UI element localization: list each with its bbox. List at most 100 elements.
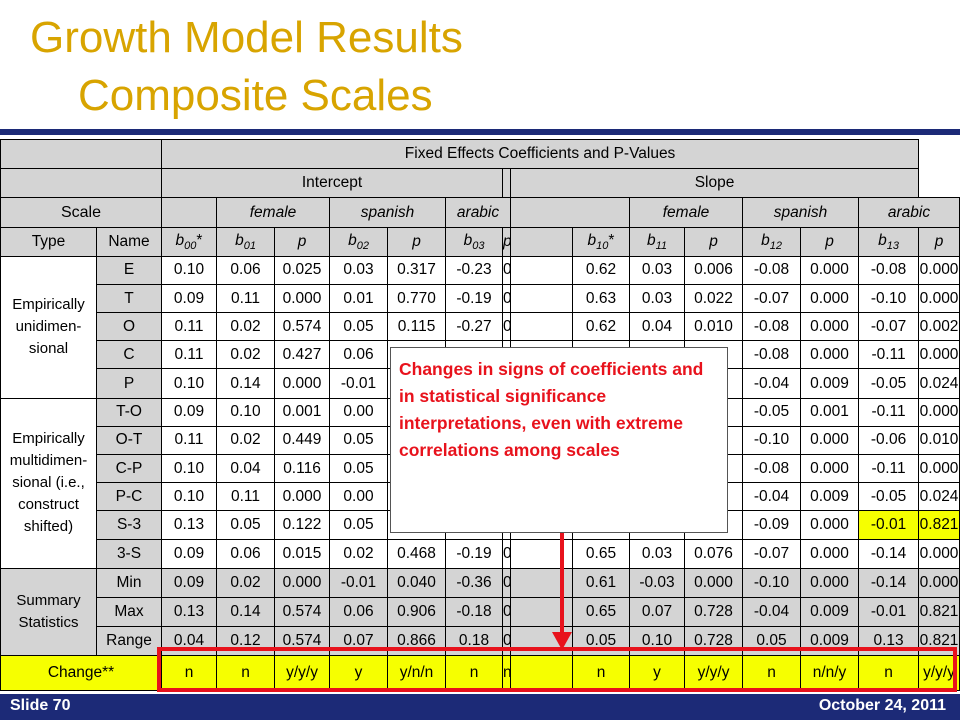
row-name: Max [95,596,163,628]
header-type: Type [0,226,97,257]
value-cell: -0.07 [858,312,920,342]
header-b11: b11 [629,226,686,257]
table-row: Max0.130.140.5740.060.906-0.180.0000.650… [1,596,960,628]
footer-bar: Slide 70 October 24, 2011 [0,694,960,720]
header-intercept-female: female [216,197,331,228]
value-cell: 0.000 [800,567,860,598]
header-slope: Slope [510,168,920,199]
value-cell: 0.05 [329,510,389,541]
value-cell: 0.06 [216,255,276,286]
value-cell: 0.06 [216,539,276,569]
change-label: Change** [0,655,163,691]
row-name: Range [95,626,163,657]
gap-cell [510,255,574,286]
value-cell: 0.03 [629,255,686,286]
header-row-1: Fixed Effects Coefficients and P-Values [0,138,960,170]
value-cell: 0.61 [572,567,631,598]
header-b12: b12 [742,226,802,257]
header-p: p [918,226,960,257]
value-cell: 0.449 [274,425,331,455]
row-name: C-P [95,453,163,484]
slide-date: October 24, 2011 [818,697,946,714]
change-cell: y/y/y [274,655,331,691]
change-cell: n/n/n [502,655,512,691]
value-cell: 0.000 [918,397,960,427]
value-cell: 0.821 [918,596,960,628]
value-cell: -0.01 [858,510,920,541]
value-cell: 0.10 [161,255,218,286]
value-cell: 0.10 [161,453,218,484]
value-cell: 0.022 [684,284,744,314]
value-cell: 0.05 [329,453,389,484]
header-p: p [684,226,744,257]
value-cell: 0.02 [216,425,276,455]
value-cell: 0.04 [216,453,276,484]
table-row: P 0.10 0.14 0.000 -0.01 -0.04 0.009 -0.05 0.024 [1,368,960,399]
value-cell: 0.009 [800,626,860,657]
value-cell: -0.09 [742,510,802,541]
change-cell: n [216,655,276,691]
value-cell: 0.02 [329,539,389,569]
change-cell: y/n/n [387,655,447,691]
value-cell: -0.14 [858,567,920,598]
value-cell: 0.009 [800,596,860,628]
value-cell: 0.09 [161,397,218,427]
value-cell: -0.08 [858,255,920,286]
value-cell: 0.11 [216,284,276,314]
value-cell: 0.009 [800,482,860,512]
value-cell: 0.000 [502,312,512,342]
change-cell: y [329,655,389,691]
value-cell: 0.000 [684,567,744,598]
value-cell: 0.18 [445,626,504,657]
header-p: p [502,226,512,257]
value-cell: 0.000 [918,539,960,569]
gap-cell [510,284,574,314]
change-cell: n [572,655,631,691]
change-cell: y [629,655,686,691]
value-cell: 0.000 [502,539,512,569]
value-cell: 0.000 [918,284,960,314]
value-cell: -0.14 [858,539,920,569]
value-cell: 0.000 [800,255,860,286]
value-cell: 0.14 [216,596,276,628]
value-cell: 0.00 [329,482,389,512]
value-cell: 0.10 [161,482,218,512]
value-cell: 0.03 [629,284,686,314]
value-cell: 0.000 [800,453,860,484]
value-cell: -0.36 [445,567,504,598]
group-label: Empirically multidimen- sional (i.e., co… [0,397,97,569]
value-cell: 0.09 [161,567,218,598]
value-cell: 0.866 [387,626,447,657]
value-cell: 0.000 [918,567,960,598]
value-cell: -0.06 [858,425,920,455]
value-cell: -0.11 [858,397,920,427]
table-row: O0.110.020.5740.050.115-0.270.0000.620.0… [1,312,960,342]
header-intercept: Intercept [161,168,504,199]
value-cell: -0.01 [858,596,920,628]
table-row: Empirically unidimen- sional E 0.10 0.06 0.0… [0,255,960,399]
value-cell: 0.11 [161,425,218,455]
header-b10: b10* [572,226,631,257]
value-cell: 0.06 [329,596,389,628]
header-blank-left [0,168,163,199]
value-cell: 0.000 [918,255,960,286]
value-cell: 0.000 [800,510,860,541]
value-cell: 0.09 [161,284,218,314]
header-p: p [800,226,860,257]
value-cell: -0.07 [742,539,802,569]
value-cell: 0.10 [629,626,686,657]
gap-cell [510,596,574,628]
value-cell: -0.08 [742,453,802,484]
value-cell: -0.03 [629,567,686,598]
value-cell: 0.09 [161,539,218,569]
value-cell: 0.116 [274,453,331,484]
value-cell: -0.04 [742,482,802,512]
change-cell: n [858,655,920,691]
header-intercept-arabic: arabic [445,197,512,228]
value-cell: 0.000 [274,567,331,598]
header-b03: b03 [445,226,504,257]
value-cell: 0.122 [274,510,331,541]
value-cell: -0.08 [742,312,802,342]
value-cell: -0.27 [445,312,504,342]
